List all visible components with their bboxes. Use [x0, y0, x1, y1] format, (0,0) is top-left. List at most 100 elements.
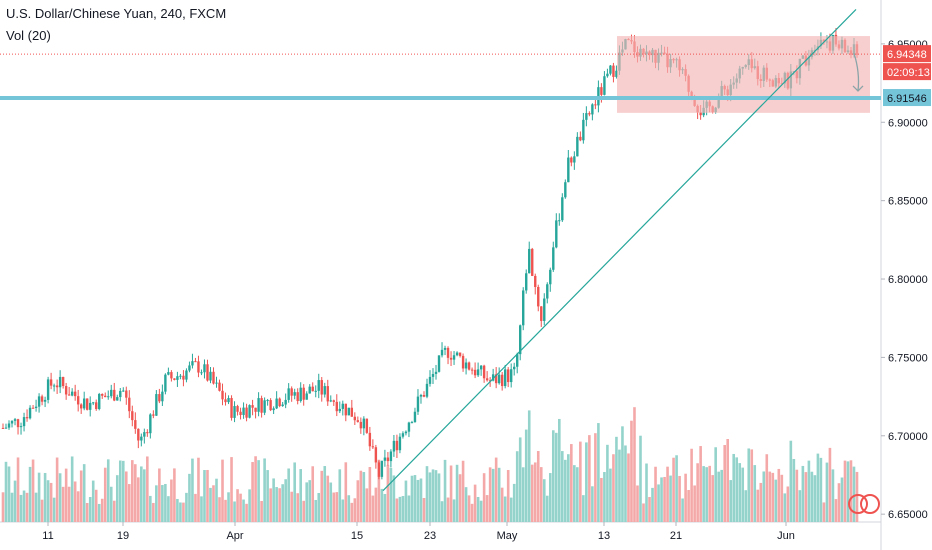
volume-bar: [404, 480, 408, 522]
candle-body: [585, 113, 588, 120]
volume-bar: [497, 467, 501, 522]
candle-body: [540, 306, 543, 321]
candle-body: [155, 394, 158, 416]
volume-bar: [434, 470, 438, 522]
volume-bar: [500, 487, 504, 522]
candle-body: [158, 394, 161, 402]
volume-bar: [807, 460, 811, 522]
volume-bar: [642, 503, 645, 522]
volume-bar: [209, 487, 212, 522]
volume-bar: [152, 502, 155, 522]
candle-body: [368, 432, 372, 447]
volume-bars: [1, 407, 859, 522]
candle-body: [79, 404, 83, 409]
candle-body: [19, 426, 23, 428]
candle-body: [278, 398, 281, 407]
volume-bar: [85, 502, 89, 522]
candle-body: [281, 404, 284, 407]
volume-bar: [323, 466, 327, 522]
candle-body: [61, 376, 65, 387]
price-axis[interactable]: 6.65000 6.70000 6.75000 6.80000 6.85000 6.900…: [881, 39, 928, 521]
volume-bar: [362, 472, 366, 522]
candle-body: [194, 361, 197, 363]
volume-bar: [100, 498, 104, 522]
volume-bar: [428, 472, 432, 522]
volume-bar: [756, 489, 760, 522]
volume-bar: [684, 473, 687, 522]
volume-bar: [64, 468, 68, 522]
arrow-head-icon: [852, 85, 864, 92]
volume-bar: [317, 493, 321, 522]
volume-bar: [542, 479, 546, 522]
volume-bar: [825, 462, 829, 522]
volume-bar: [94, 489, 98, 522]
candle-body: [320, 380, 323, 395]
volume-bar: [783, 493, 787, 522]
volume-bar: [131, 460, 134, 522]
price-tick-label: 6.80000: [888, 274, 928, 286]
candle-body: [359, 421, 363, 429]
volume-bar: [290, 491, 293, 522]
candle-body: [40, 396, 44, 402]
volume-bar: [28, 466, 32, 522]
candle-body: [203, 364, 206, 373]
candle-body: [410, 422, 414, 424]
candle-body: [242, 407, 245, 415]
candle-body: [455, 352, 459, 356]
volume-bar: [591, 486, 594, 522]
volume-bar: [146, 456, 149, 522]
candle-body: [603, 76, 606, 95]
volume-bar: [479, 500, 483, 522]
candle-body: [567, 157, 570, 183]
drawings[interactable]: [0, 8, 881, 492]
volume-bar: [164, 483, 167, 522]
candle-body: [25, 417, 29, 419]
candle-body: [416, 396, 420, 412]
candle-body: [404, 431, 408, 434]
candle-body: [227, 398, 230, 403]
candle-body: [413, 411, 417, 423]
candle-body: [215, 382, 218, 384]
candle-body: [467, 362, 471, 370]
volume-bar: [795, 469, 799, 522]
volume-bar: [37, 472, 41, 522]
volume-bar: [594, 433, 597, 522]
candle-body: [85, 398, 89, 410]
candle-body: [512, 366, 516, 370]
volume-bar: [19, 494, 23, 522]
candle-body: [212, 371, 215, 384]
volume-bar: [263, 458, 266, 522]
candle-body: [380, 460, 384, 477]
volume-bar: [810, 471, 814, 522]
volume-bar: [239, 493, 242, 522]
volume-bar: [648, 497, 651, 522]
volume-bar: [548, 473, 552, 522]
time-axis[interactable]: 11 19 Apr 15 23 May 13 21 Jun: [42, 522, 795, 542]
volume-bar: [143, 469, 146, 522]
candle-body: [206, 364, 209, 381]
volume-bar: [203, 470, 206, 522]
volume-bar: [777, 468, 781, 522]
volume-bar: [660, 477, 663, 522]
volume-bar: [645, 463, 648, 522]
volume-bar: [1, 492, 5, 522]
candle-body: [164, 374, 167, 392]
candle-body: [218, 382, 221, 391]
candle-body: [221, 390, 224, 400]
volume-bar: [708, 465, 711, 522]
candle-body: [564, 182, 567, 198]
volume-bar: [170, 479, 173, 522]
candle-body: [573, 156, 576, 163]
candle-body: [1, 427, 5, 429]
volume-bar: [482, 473, 486, 522]
volume-bar: [76, 491, 80, 522]
candle-body: [257, 398, 260, 412]
volume-bar: [762, 471, 766, 522]
candle-body: [233, 406, 236, 418]
candle-body: [434, 371, 438, 374]
candle-body: [236, 406, 239, 412]
volume-bar: [22, 490, 26, 522]
volume-bar: [4, 461, 8, 522]
volume-bar: [533, 462, 537, 522]
